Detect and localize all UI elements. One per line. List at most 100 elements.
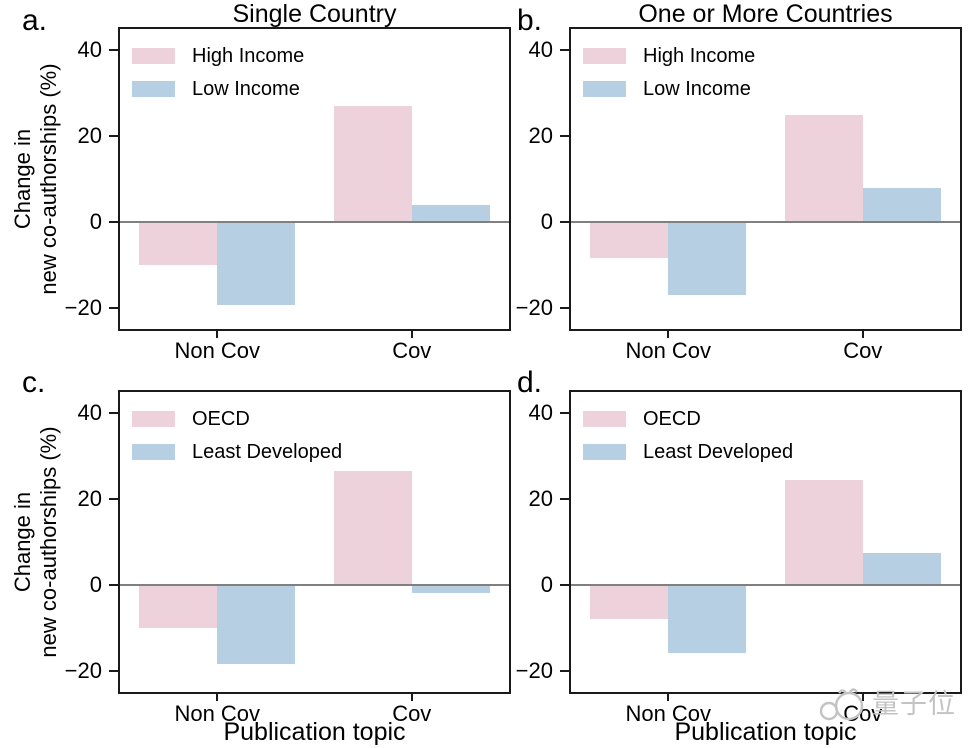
- x-tick-label-cov: Cov: [392, 338, 432, 363]
- legend-entry-least-developed: Least Developed: [583, 442, 793, 462]
- panel-a-plot-area: 40 20 0 −20 Non Cov Cov High Income Low Income: [65, 27, 511, 362]
- y-tick-label: 0: [89, 571, 102, 597]
- panel-label-c: c.: [22, 366, 46, 399]
- qbitai-logo-icon: [819, 688, 864, 721]
- legend-label-oecd: OECD: [192, 408, 250, 430]
- legend-entry-high-income: High Income: [583, 46, 755, 66]
- zero-line: [120, 220, 509, 223]
- y-tick-mark: [109, 412, 118, 415]
- watermark-text: 量子位: [872, 688, 956, 719]
- legend-entry-least-developed: Least Developed: [132, 442, 342, 462]
- legend-entry-oecd: OECD: [132, 409, 342, 429]
- y-tick-mark: [109, 220, 118, 223]
- y-tick-mark: [109, 583, 118, 586]
- y-tick-label: −20: [515, 657, 553, 683]
- legend-swatch-least-developed: [132, 444, 175, 460]
- legend-label-high-income: High Income: [192, 45, 305, 67]
- legend-swatch-oecd: [132, 411, 175, 427]
- bar-least-developed-cov: [411, 584, 490, 594]
- panel-label-d: d.: [517, 366, 543, 399]
- y-tick-label: −20: [64, 294, 102, 320]
- y-tick-label: 20: [528, 486, 553, 512]
- bar-high-income-non-cov: [590, 221, 669, 259]
- y-axis-label-bottom-row: Change in new co-authorships (%): [10, 426, 62, 658]
- y-tick-mark: [560, 412, 569, 415]
- x-tick-label-cov: Cov: [843, 338, 883, 363]
- bar-high-income-cov: [333, 106, 412, 222]
- bar-high-income-non-cov: [139, 221, 218, 265]
- bar-least-developed-non-cov: [668, 584, 747, 654]
- legend-label-low-income: Low Income: [192, 78, 300, 100]
- x-axis-label-panel-d: Publication topic: [674, 718, 857, 746]
- y-tick-label: −20: [515, 294, 553, 320]
- y-tick-label: 40: [77, 400, 102, 426]
- y-axis-label-top-row: Change in new co-authorships (%): [10, 63, 62, 295]
- zero-line: [571, 220, 960, 223]
- panel-label-b: b.: [517, 4, 543, 37]
- x-tick-mark: [861, 692, 864, 701]
- x-tick-label-non-cov: Non Cov: [625, 701, 712, 726]
- legend-swatch-low-income: [583, 81, 626, 97]
- y-tick-label: 0: [89, 208, 102, 234]
- y-tick-mark: [109, 306, 118, 309]
- y-tick-mark: [109, 135, 118, 138]
- panel-b-title: One or More Countries: [638, 0, 893, 28]
- y-tick-mark: [560, 49, 569, 52]
- y-tick-mark: [109, 498, 118, 501]
- y-tick-mark: [560, 135, 569, 138]
- x-tick-mark: [667, 692, 670, 701]
- bar-low-income-non-cov: [668, 221, 747, 295]
- y-tick-mark: [560, 306, 569, 309]
- y-tick-mark: [560, 220, 569, 223]
- legend-swatch-high-income: [583, 48, 626, 64]
- legend: High Income Low Income: [132, 46, 304, 112]
- panel-a-title: Single Country: [232, 0, 397, 28]
- bar-least-developed-cov: [862, 552, 941, 585]
- y-tick-label: 40: [528, 37, 553, 63]
- y-tick-label: 20: [528, 123, 553, 149]
- legend-entry-oecd: OECD: [583, 409, 793, 429]
- legend-entry-low-income: Low Income: [583, 79, 755, 99]
- y-tick-label: 0: [540, 208, 553, 234]
- y-tick-mark: [560, 669, 569, 672]
- legend-entry-low-income: Low Income: [132, 79, 304, 99]
- bar-oecd-non-cov: [139, 584, 218, 628]
- legend-label-high-income: High Income: [643, 45, 756, 67]
- y-tick-mark: [109, 49, 118, 52]
- legend-label-least-developed: Least Developed: [192, 441, 343, 463]
- legend-swatch-least-developed: [583, 444, 626, 460]
- x-tick-label-non-cov: Non Cov: [625, 338, 712, 363]
- legend: OECD Least Developed: [132, 409, 342, 475]
- legend: OECD Least Developed: [583, 409, 793, 475]
- x-tick-mark: [410, 692, 413, 701]
- y-tick-label: 0: [540, 571, 553, 597]
- y-tick-mark: [109, 669, 118, 672]
- legend-label-least-developed: Least Developed: [643, 441, 794, 463]
- x-tick-label-non-cov: Non Cov: [174, 701, 261, 726]
- x-axis-label-panel-c: Publication topic: [223, 718, 406, 746]
- legend: High Income Low Income: [583, 46, 755, 112]
- x-tick-mark: [216, 692, 219, 701]
- zero-line: [571, 583, 960, 586]
- zero-line: [120, 583, 509, 586]
- bar-oecd-cov: [333, 471, 412, 585]
- bar-low-income-non-cov: [217, 221, 296, 306]
- x-tick-mark: [861, 329, 864, 338]
- panel-c-plot-area: 40 20 0 −20 Non Cov Cov OECD Least Developed: [65, 390, 511, 725]
- bar-oecd-non-cov: [590, 584, 669, 620]
- bar-low-income-cov: [411, 204, 490, 222]
- x-tick-label-non-cov: Non Cov: [174, 338, 261, 363]
- y-tick-label: 20: [77, 123, 102, 149]
- bar-high-income-cov: [784, 114, 863, 222]
- y-tick-label: −20: [64, 657, 102, 683]
- x-tick-mark: [410, 329, 413, 338]
- watermark: 量子位: [816, 684, 956, 724]
- legend-label-low-income: Low Income: [643, 78, 751, 100]
- x-tick-label-cov: Cov: [392, 701, 432, 726]
- legend-swatch-high-income: [132, 48, 175, 64]
- panel-b-plot-area: 40 20 0 −20 Non Cov Cov High Income Low Income: [516, 27, 962, 362]
- y-tick-label: 20: [77, 486, 102, 512]
- legend-label-oecd: OECD: [643, 408, 701, 430]
- x-tick-mark: [216, 329, 219, 338]
